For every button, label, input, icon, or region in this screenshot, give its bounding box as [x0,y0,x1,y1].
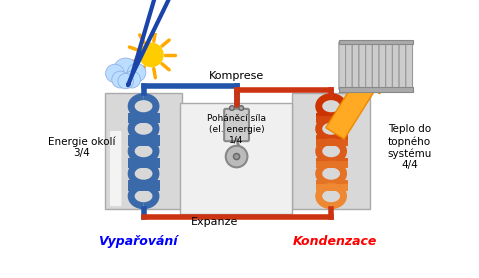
FancyBboxPatch shape [352,42,359,90]
FancyBboxPatch shape [392,42,399,90]
Circle shape [139,43,164,67]
Circle shape [124,71,140,88]
Text: Teplo do
topného
systému
4/4: Teplo do topného systému 4/4 [387,124,432,170]
Circle shape [127,63,146,82]
Text: Energie okolí
3/4: Energie okolí 3/4 [48,136,115,158]
Circle shape [118,73,134,89]
Circle shape [229,106,234,110]
FancyBboxPatch shape [365,42,372,90]
FancyArrow shape [326,72,380,139]
FancyBboxPatch shape [339,87,412,92]
FancyBboxPatch shape [339,39,412,44]
FancyBboxPatch shape [105,93,182,209]
Circle shape [233,153,240,160]
Text: Komprese: Komprese [209,71,264,81]
Text: Expanze: Expanze [191,217,239,227]
FancyBboxPatch shape [386,42,392,90]
Text: Vypařování: Vypařování [98,235,177,248]
FancyBboxPatch shape [399,42,406,90]
Circle shape [112,71,129,88]
Circle shape [114,58,138,83]
Circle shape [226,146,248,167]
Text: Kondenzace: Kondenzace [293,235,377,248]
FancyBboxPatch shape [379,42,386,90]
FancyBboxPatch shape [180,103,292,214]
FancyBboxPatch shape [372,42,379,90]
FancyBboxPatch shape [345,42,352,90]
Circle shape [105,64,124,83]
FancyBboxPatch shape [339,42,345,90]
FancyBboxPatch shape [110,130,122,207]
Text: Poháněcí síla
(el. energie)
1/4: Poháněcí síla (el. energie) 1/4 [207,114,266,144]
FancyBboxPatch shape [292,93,370,209]
FancyBboxPatch shape [359,42,365,90]
FancyBboxPatch shape [406,42,412,90]
FancyBboxPatch shape [224,109,249,141]
Circle shape [239,106,243,110]
